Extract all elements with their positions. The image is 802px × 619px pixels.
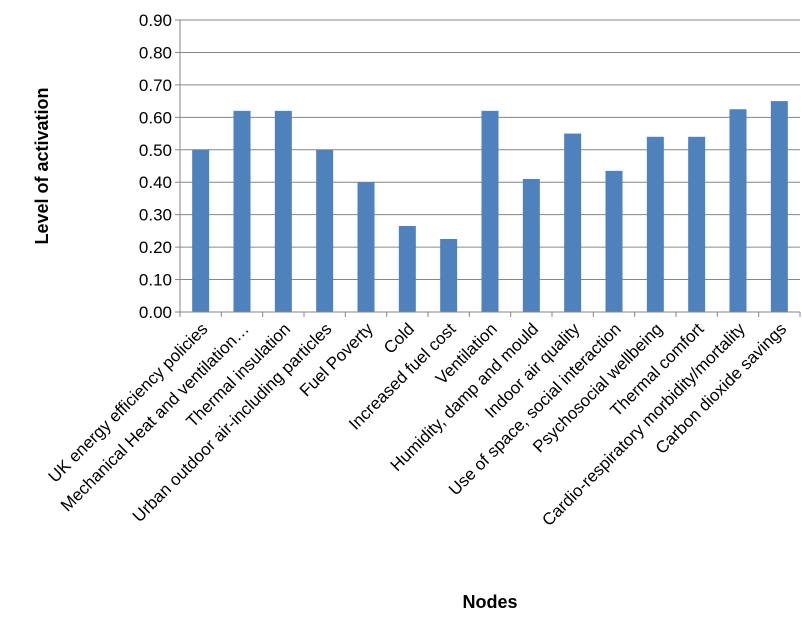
bar [274, 110, 292, 312]
y-tick-label: 0.80 [139, 43, 172, 62]
bar [440, 239, 458, 312]
x-tick-labels: UK energy efficiency policiesMechanical … [45, 312, 801, 530]
x-axis-title: Nodes [462, 592, 517, 612]
bar [192, 149, 210, 312]
axes [179, 20, 800, 313]
bar [357, 182, 375, 312]
bar [398, 226, 416, 312]
y-tick-label: 0.00 [139, 303, 172, 322]
bar [233, 110, 251, 312]
y-tick-label: 0.60 [139, 108, 172, 127]
y-tick-label: 0.90 [139, 11, 172, 30]
bar [729, 109, 747, 312]
y-tick-label: 0.20 [139, 238, 172, 257]
y-tick-label: 0.70 [139, 76, 172, 95]
bar [564, 133, 582, 312]
bar [522, 178, 540, 312]
bar [688, 136, 706, 312]
bar [646, 136, 664, 312]
y-tick-label: 0.40 [139, 173, 172, 192]
bar [605, 170, 623, 312]
y-tick-labels: 0.00 0.10 0.20 0.30 0.40 0.50 0.60 0.70 0.80 0.90 [139, 11, 180, 322]
bar [770, 101, 788, 312]
bar [481, 110, 499, 312]
y-tick-label: 0.30 [139, 206, 172, 225]
bars [192, 101, 788, 312]
bar [316, 149, 334, 312]
y-tick-label: 0.10 [139, 271, 172, 290]
y-tick-label: 0.50 [139, 141, 172, 160]
y-axis-title: Level of activation [32, 87, 52, 244]
